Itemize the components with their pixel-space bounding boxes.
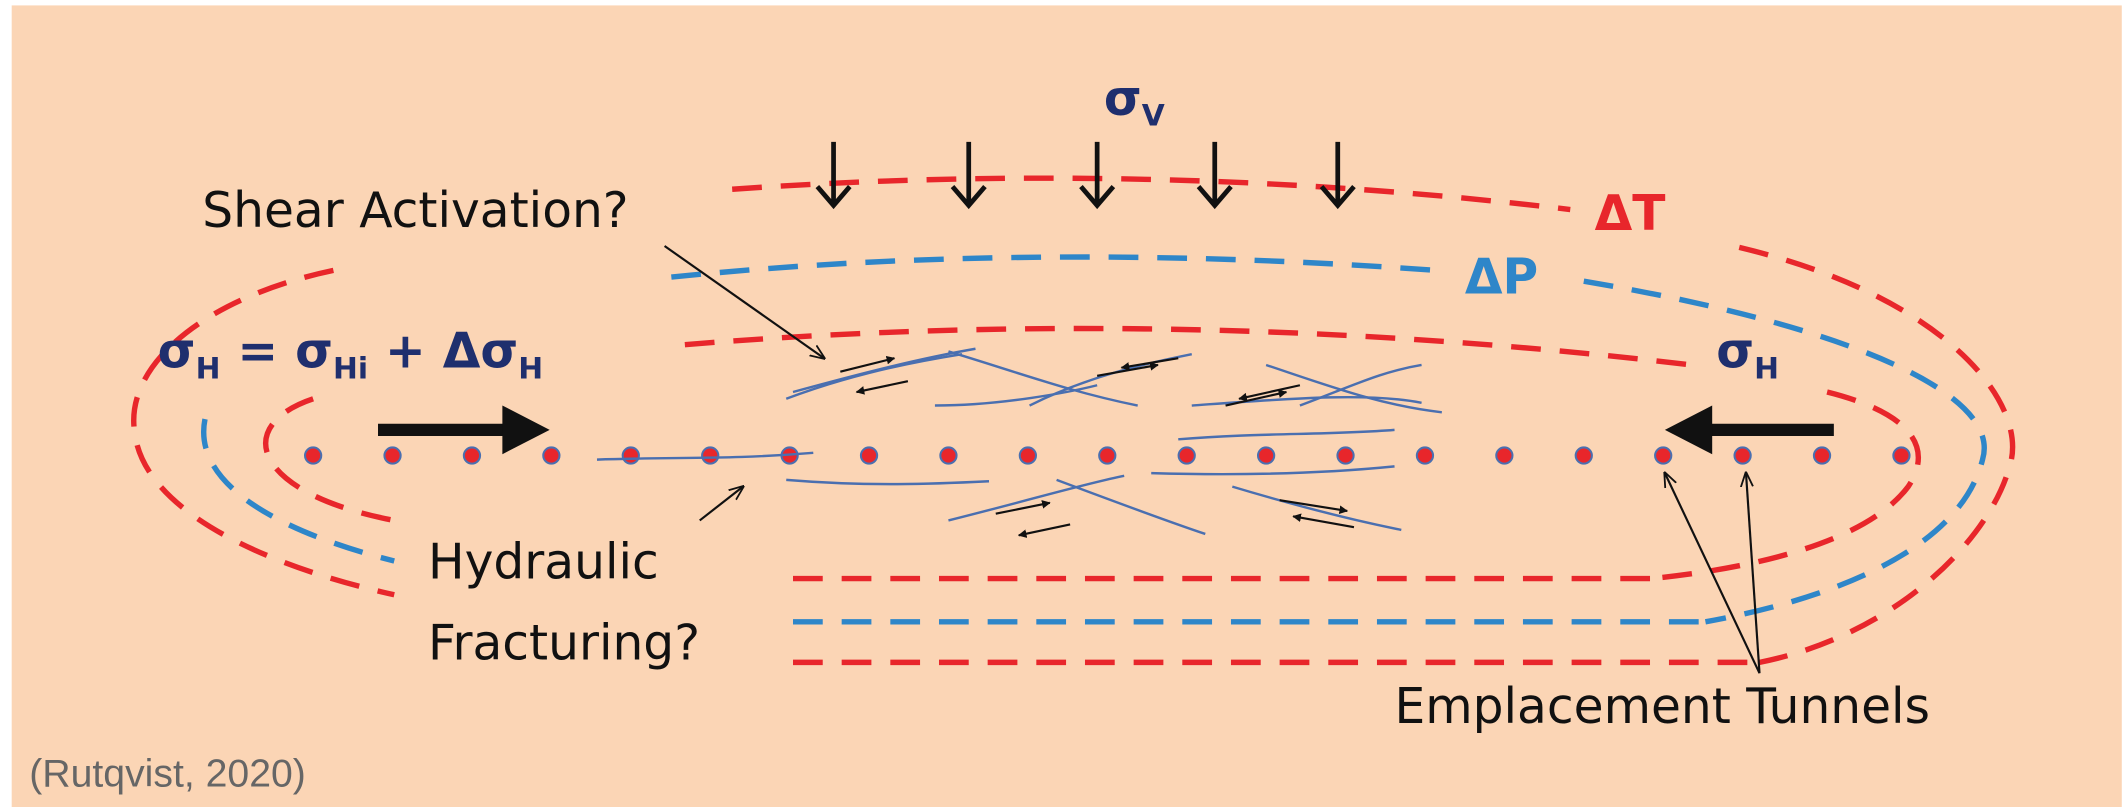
tunnel — [1337, 447, 1353, 463]
subscript: Hi — [333, 351, 368, 386]
subscript: H — [196, 351, 221, 386]
symbol: σ — [158, 324, 196, 380]
subscript: H — [518, 351, 543, 386]
symbol: = σ — [220, 324, 333, 380]
tunnel — [1417, 447, 1433, 463]
tunnel — [1099, 447, 1115, 463]
tunnel — [543, 447, 559, 463]
emplacement-tunnels-label: Emplacement Tunnels — [1395, 679, 1930, 735]
subscript: H — [1754, 351, 1779, 386]
tunnel — [1893, 447, 1909, 463]
tunnel — [384, 447, 400, 463]
tunnel — [305, 447, 321, 463]
symbol: + Δσ — [368, 324, 518, 380]
tunnel — [1655, 447, 1671, 463]
citation: (Rutqvist, 2020) — [29, 753, 306, 796]
page: {"labels": { "sigma_v": {"text": "σ", "s… — [0, 0, 2124, 807]
fracturing-label: Fracturing? — [428, 616, 700, 672]
tunnel — [464, 447, 480, 463]
tunnel — [623, 447, 639, 463]
delta-t-label: ΔT — [1595, 186, 1666, 242]
diagram: σV Shear Activation? ΔT ΔP σH = σHi + Δσ… — [0, 0, 2124, 807]
tunnel — [861, 447, 877, 463]
symbol: σ — [1716, 324, 1754, 380]
tunnels — [305, 447, 1910, 463]
tunnel — [1179, 447, 1195, 463]
tunnel — [940, 447, 956, 463]
tunnel — [702, 447, 718, 463]
tunnel — [1258, 447, 1274, 463]
subscript: V — [1142, 99, 1165, 134]
shear-activation-label: Shear Activation? — [202, 183, 628, 239]
tunnel — [1814, 447, 1830, 463]
tunnel — [1735, 447, 1751, 463]
symbol: σ — [1104, 71, 1142, 127]
tunnel — [1496, 447, 1512, 463]
tunnel — [1576, 447, 1592, 463]
tunnel — [1020, 447, 1036, 463]
hydraulic-label: Hydraulic — [428, 535, 659, 591]
delta-p-label: ΔP — [1465, 249, 1538, 305]
